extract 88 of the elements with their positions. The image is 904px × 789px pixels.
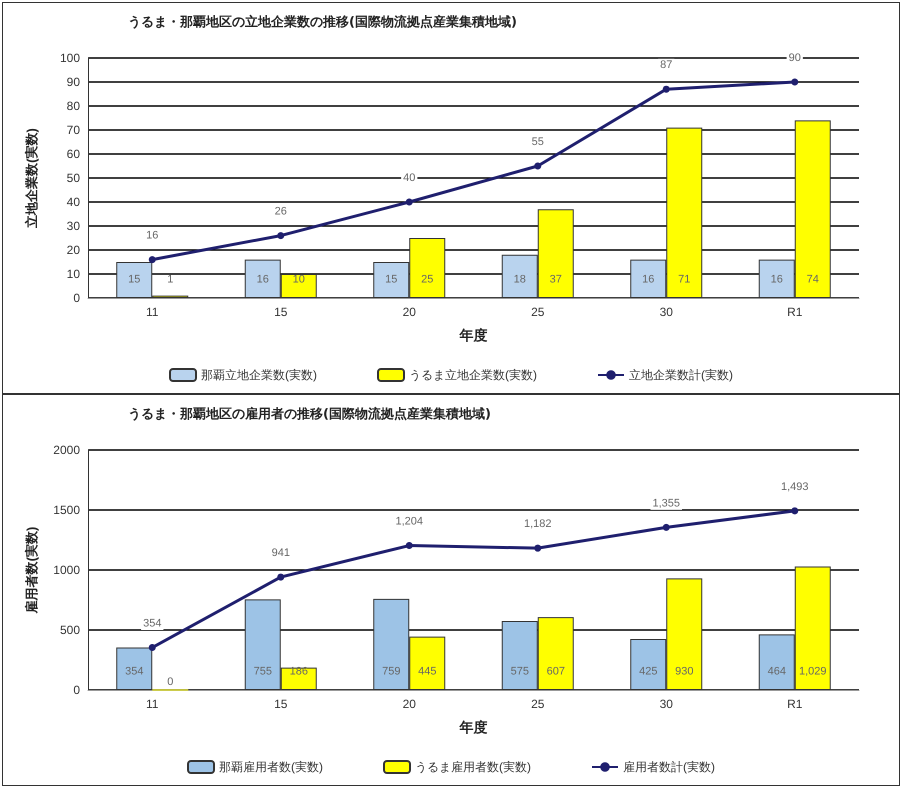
point	[277, 574, 284, 581]
y-tick-label: 80	[66, 99, 80, 113]
data-label: 15	[385, 274, 398, 286]
y-tick-label: 40	[66, 195, 80, 209]
x-tick-label: 30	[660, 305, 674, 319]
x-tick-label: 20	[402, 305, 416, 319]
data-label: 0	[167, 676, 174, 688]
legend-label: 那覇雇用者数(実数)	[219, 760, 324, 774]
legend-label: うるま雇用者数(実数)	[415, 760, 532, 774]
data-label: 1,204	[395, 516, 424, 528]
y-tick-label: 20	[66, 243, 80, 257]
data-label: 425	[639, 666, 658, 678]
y-tick-label: 1000	[53, 563, 80, 577]
data-label: 40	[403, 172, 416, 184]
data-label: 15	[128, 274, 140, 286]
data-label: 930	[675, 666, 694, 678]
point	[148, 644, 156, 652]
y-tick-label: 0	[73, 683, 80, 697]
x-axis-title: 年度	[458, 719, 488, 735]
y-tick-label: 70	[66, 123, 80, 137]
legend-label: うるま立地企業数(実数)	[409, 368, 538, 382]
x-axis-title: 年度	[458, 327, 488, 343]
point	[662, 86, 670, 93]
point	[791, 78, 798, 86]
data-label: 16	[770, 274, 783, 286]
x-tick-label: 11	[146, 697, 159, 711]
data-label: 1,182	[524, 518, 552, 530]
point	[791, 507, 798, 514]
data-label: 26	[274, 206, 287, 218]
legend-label: 立地企業数計(実数)	[628, 368, 733, 382]
data-label: 16	[642, 274, 654, 286]
y-tick-label: 50	[66, 171, 80, 185]
point	[277, 232, 284, 240]
data-label: 941	[272, 547, 290, 560]
point	[662, 524, 670, 531]
data-label: 1	[167, 274, 174, 286]
x-tick-label: R1	[787, 305, 803, 319]
y-axis-title: 雇用者数(実数)	[24, 526, 39, 614]
chart-title: うるま・那覇地区の立地企業数の推移(国際物流拠点産業集積地域)	[128, 14, 517, 30]
data-label: 71	[678, 274, 690, 286]
data-label: 90	[788, 52, 801, 64]
point	[148, 256, 156, 264]
data-label: 354	[125, 666, 144, 678]
data-label: 755	[254, 666, 272, 678]
x-tick-label: R1	[787, 697, 803, 711]
point	[406, 542, 413, 550]
data-label: 354	[143, 618, 162, 630]
x-tick-label: 25	[531, 697, 545, 711]
y-axis-title: 立地企業数(実数)	[24, 128, 39, 229]
x-tick-label: 15	[274, 697, 288, 711]
x-tick-label: 11	[146, 305, 159, 319]
legend-label: 那覇立地企業数(実数)	[201, 368, 318, 382]
x-tick-label: 30	[660, 697, 674, 711]
data-label: 16	[146, 230, 158, 242]
point	[406, 198, 413, 206]
data-label: 759	[382, 666, 400, 678]
data-label: 10	[292, 274, 305, 286]
y-tick-label: 60	[66, 147, 80, 161]
y-tick-label: 10	[66, 267, 80, 281]
data-label: 87	[660, 59, 672, 72]
legend-label: 雇用者数計(実数)	[622, 760, 715, 774]
bar	[116, 648, 152, 690]
chart-title: うるま・那覇地区の雇用者の推移(国際物流拠点産業集積地域)	[128, 406, 491, 422]
data-label: 25	[421, 274, 434, 286]
data-label: 1,493	[780, 480, 809, 493]
data-label: 18	[514, 274, 526, 286]
y-tick-label: 500	[60, 623, 80, 637]
x-tick-label: 15	[274, 305, 288, 319]
y-tick-label: 90	[66, 75, 80, 89]
point	[534, 162, 542, 170]
data-label: 464	[768, 666, 786, 678]
y-tick-label: 0	[73, 291, 80, 305]
data-label: 37	[550, 274, 562, 286]
data-label: 55	[532, 136, 544, 148]
y-tick-label: 2000	[53, 443, 80, 457]
data-label: 1,355	[652, 497, 680, 510]
y-tick-label: 1500	[53, 503, 80, 517]
data-label: 74	[806, 274, 819, 286]
data-label: 16	[256, 274, 269, 286]
y-tick-label: 30	[66, 219, 80, 233]
data-label: 607	[546, 666, 565, 678]
data-label: 575	[510, 666, 529, 678]
data-label: 1,029	[798, 666, 827, 678]
x-tick-label: 20	[402, 697, 416, 711]
y-tick-label: 100	[60, 51, 80, 65]
point	[534, 544, 542, 552]
data-label: 445	[418, 666, 436, 678]
x-tick-label: 25	[531, 305, 545, 319]
